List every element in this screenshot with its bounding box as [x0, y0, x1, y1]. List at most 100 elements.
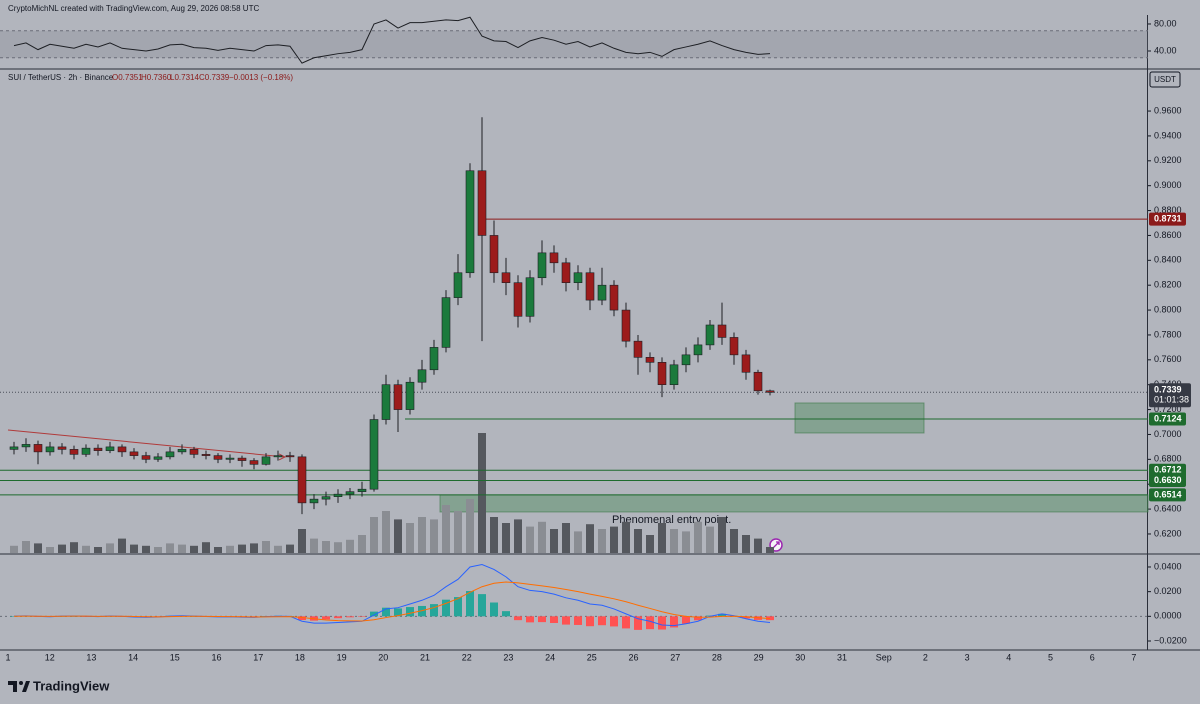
- ohlc-close: C0.7339: [199, 73, 230, 82]
- candle-body: [165, 451, 175, 458]
- candle-body: [705, 324, 715, 346]
- histogram-bar: [694, 616, 702, 621]
- y-tick-label: 0.8200: [1154, 280, 1182, 290]
- candle-body: [57, 446, 67, 450]
- volume-bar: [394, 519, 402, 553]
- histogram-bar: [514, 616, 522, 621]
- histogram-bar: [454, 597, 462, 617]
- y-tick-label: 0.0200: [1154, 586, 1182, 596]
- x-tick-label: 31: [837, 652, 847, 662]
- attribution: CryptoMichNL created with TradingView.co…: [8, 4, 259, 13]
- x-tick-label: 12: [45, 652, 55, 662]
- candle-body: [9, 446, 19, 450]
- volume-bar: [442, 505, 450, 553]
- volume-bar: [154, 547, 162, 553]
- logo-mark: [22, 681, 30, 692]
- histogram-bar: [598, 616, 606, 626]
- candle-body: [681, 354, 691, 366]
- histogram-bar: [610, 616, 618, 627]
- volume-bar: [742, 535, 750, 553]
- candle-body: [201, 454, 211, 456]
- logo-mark: [19, 681, 23, 685]
- y-tick-label: 0.7600: [1154, 354, 1182, 364]
- candle-body: [69, 449, 79, 455]
- candle-body: [501, 272, 511, 284]
- histogram-bar: [430, 604, 438, 617]
- volume-bar: [622, 521, 630, 553]
- candle-body: [153, 456, 163, 460]
- ohlc-change: −0.0013 (−0.18%): [229, 73, 293, 82]
- candle-body: [273, 455, 283, 458]
- candle-body: [357, 488, 367, 492]
- histogram-bar: [658, 616, 666, 630]
- y-tick-label: −0.0200: [1154, 635, 1187, 645]
- volume-bar: [766, 547, 774, 553]
- trendline: [7, 429, 286, 458]
- x-tick-label: 28: [712, 652, 722, 662]
- candle-body: [669, 364, 679, 386]
- candle-body: [93, 447, 103, 451]
- volume-bar: [382, 511, 390, 553]
- candle-body: [225, 457, 235, 460]
- candle-body: [261, 456, 271, 465]
- histogram-bar: [394, 608, 402, 617]
- candle-body: [393, 384, 403, 410]
- x-tick-label: 19: [337, 652, 347, 662]
- y-tick-label: 0.8800: [1154, 205, 1182, 215]
- level-label: 0.7124: [1154, 413, 1182, 423]
- volume-bar: [238, 544, 246, 553]
- x-tick-label: 17: [253, 652, 263, 662]
- volume-bar: [418, 517, 426, 553]
- volume-bar: [430, 519, 438, 553]
- volume-bar: [718, 517, 726, 553]
- volume-bar: [22, 541, 30, 553]
- volume-bar: [754, 538, 762, 553]
- macd-line: [13, 581, 771, 622]
- y-tick-label: 0.9400: [1154, 130, 1182, 140]
- macd-line: [13, 563, 771, 627]
- histogram-bar: [718, 613, 726, 617]
- candle-body: [561, 262, 571, 284]
- candle-body: [429, 347, 439, 371]
- candle-body: [693, 344, 703, 356]
- candle-body: [729, 337, 739, 356]
- volume-bar: [202, 542, 210, 553]
- candle-body: [129, 451, 139, 456]
- candle-body: [585, 272, 595, 301]
- histogram-bar: [622, 616, 630, 629]
- candle-body: [45, 446, 55, 453]
- level-label: 0.8731: [1154, 214, 1182, 224]
- volume-bar: [298, 529, 306, 553]
- histogram-bar: [646, 616, 654, 630]
- volume-bar: [142, 545, 150, 553]
- histogram-bar: [670, 616, 678, 628]
- candle-body: [741, 354, 751, 373]
- ohlc-legend: O0.7351 H0.7360 L0.7314 C0.7339 −0.0013 …: [112, 73, 293, 82]
- level-label-box: [1149, 463, 1186, 477]
- volume-bar: [586, 524, 594, 553]
- volume-bar: [502, 523, 510, 553]
- histogram-bar: [526, 616, 534, 623]
- candle-body: [549, 252, 559, 264]
- candle-body: [645, 357, 655, 363]
- histogram-bar: [442, 599, 450, 617]
- volume-bar: [514, 519, 522, 553]
- volume-bar: [334, 542, 342, 553]
- candle-body: [189, 449, 199, 455]
- volume-bar: [670, 529, 678, 553]
- candle-body: [297, 456, 307, 504]
- y-tick-label: 0.6200: [1154, 528, 1182, 538]
- volume-bar: [250, 543, 258, 553]
- volume-bar: [178, 544, 186, 553]
- volume-bar: [694, 521, 702, 553]
- level-label-box: [1149, 412, 1186, 426]
- x-tick-label: 21: [420, 652, 430, 662]
- volume-bar: [478, 433, 486, 553]
- x-tick-label: 4: [1006, 652, 1011, 662]
- candle-body: [81, 447, 91, 455]
- volume-bar: [598, 529, 606, 553]
- x-tick-label: 16: [211, 652, 221, 662]
- x-tick-label: 6: [1090, 652, 1095, 662]
- volume-bar: [322, 541, 330, 553]
